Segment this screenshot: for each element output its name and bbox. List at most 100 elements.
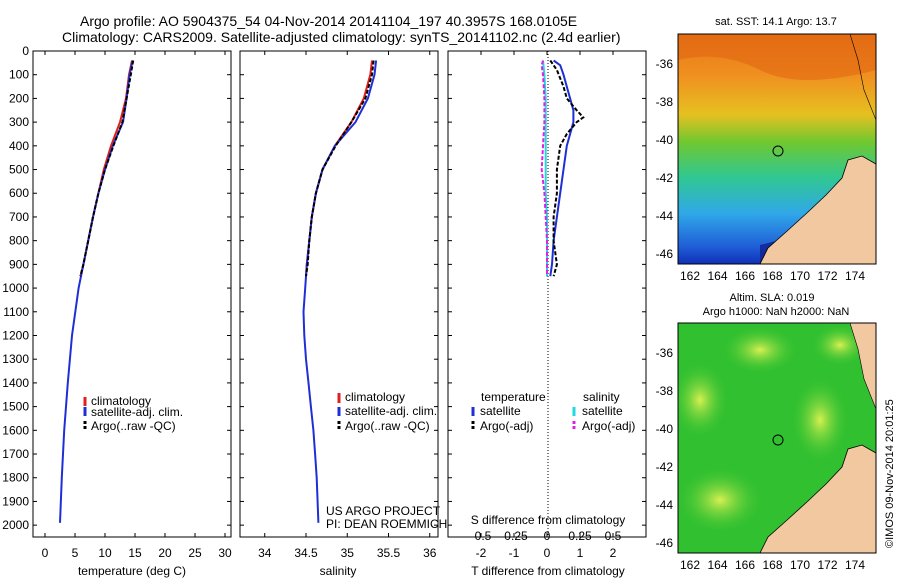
lon-tick-label: 168 (762, 558, 782, 572)
top-tick-label: 0 (544, 529, 551, 543)
lat-tick-label: -46 (656, 247, 674, 261)
legend-label-climatology: climatology (345, 390, 405, 404)
sst-map-title: sat. SST: 14.1 Argo: 13.7 (715, 16, 837, 28)
difference-panel: -2 -1 0 1 2 -0.5 -0.25 0 0.25 0.5 S difference f… (447, 50, 647, 578)
series-line-t-satellite (549, 59, 575, 277)
lat-tick-label: -42 (656, 460, 674, 474)
sst-lat-labels: -36 -38 -40 -42 -44 -46 (656, 57, 674, 261)
y-tick-label: 200 (9, 91, 29, 105)
y-tick-label: 1000 (2, 281, 29, 295)
difference-y-ticks (448, 50, 646, 526)
legend-label-s-argo: Argo(-adj) (582, 419, 635, 433)
argo-location-marker (772, 145, 784, 157)
y-tick-label: 1700 (2, 447, 29, 461)
project-annotation: US ARGO PROJECT (326, 504, 441, 518)
lat-tick-label: -44 (656, 209, 674, 223)
header-line1: Argo profile: AO 5904375_54 04-Nov-2014 … (80, 13, 577, 29)
x-tick-label: 10 (98, 546, 112, 560)
salinity-x-ticks: 34 34.5 35 35.5 36 (258, 51, 437, 560)
lat-tick-label: -38 (656, 95, 674, 109)
top-tick-label: -0.25 (500, 529, 528, 543)
x-tick-label: 2 (610, 546, 617, 560)
y-tick-label: 1200 (2, 328, 29, 342)
lat-tick-label: -42 (656, 171, 674, 185)
header-line2: Climatology: CARS2009. Satellite-adjuste… (62, 29, 620, 45)
sla-map-title2: Argo h1000: NaN h2000: NaN (703, 306, 850, 318)
south-island-land (759, 155, 876, 264)
pi-annotation: PI: DEAN ROEMMICH (326, 517, 447, 531)
lon-tick-label: 170 (790, 269, 810, 283)
y-tick-label: 600 (9, 186, 29, 200)
temperature-panel: 0100200300400500600700800900100011001200… (2, 44, 232, 578)
x-tick-label: 36 (423, 546, 437, 560)
y-tick-label: 1800 (2, 471, 29, 485)
difference-top-xlabel: S difference from climatology (471, 513, 626, 527)
y-tick-label: 1900 (2, 494, 29, 508)
lat-tick-label: -36 (656, 57, 674, 71)
legend-label-argo: Argo(..raw -QC) (91, 419, 176, 433)
difference-axes-box (447, 50, 647, 538)
lon-tick-label: 162 (680, 558, 700, 572)
salinity-xlabel: salinity (320, 564, 357, 578)
salinity-lines (302, 60, 378, 523)
x-tick-label: 30 (218, 546, 232, 560)
y-tick-label: 1300 (2, 352, 29, 366)
bathymetry-contour (849, 323, 876, 410)
y-tick-label: 800 (9, 234, 29, 248)
sla-lon-labels: 162 164 166 168 170 172 174 (680, 558, 865, 572)
legend-label-satellite: satellite-adj. clim. (345, 404, 437, 418)
sst-map-frame (677, 33, 877, 265)
difference-xlabel: T difference from climatology (471, 564, 625, 578)
legend-header-salinity: salinity (583, 390, 620, 404)
lat-tick-label: -40 (656, 422, 674, 436)
salinity-panel: 34 34.5 35 35.5 36 salinity climatology sate… (239, 50, 447, 578)
salinity-y-ticks (240, 50, 438, 526)
x-tick-label: 34 (258, 546, 272, 560)
legend-header-temperature: temperature (481, 390, 546, 404)
lon-tick-label: 166 (735, 269, 755, 283)
temperature-legend: climatology satellite-adj. clim. Argo(..… (83, 394, 183, 433)
y-tick-label: 1100 (3, 305, 29, 319)
lon-tick-label: 162 (680, 269, 700, 283)
legend-label-climatology: climatology (91, 394, 151, 408)
lon-tick-label: 174 (845, 269, 865, 283)
sst-lon-labels: 162 164 166 168 170 172 174 (680, 269, 865, 283)
sst-map (678, 34, 876, 264)
x-tick-label: 34.5 (294, 546, 318, 560)
sla-lat-labels: -36 -38 -40 -42 -44 -46 (656, 346, 674, 550)
temperature-x-ticks: 0 5 10 15 20 25 30 (42, 51, 232, 560)
y-tick-label: 300 (9, 115, 29, 129)
lon-tick-label: 166 (735, 558, 755, 572)
lat-tick-label: -40 (656, 133, 674, 147)
sla-blob (678, 360, 730, 440)
legend-label-t-satellite: satellite (480, 404, 521, 418)
legend-label-argo: Argo(..raw -QC) (345, 419, 430, 433)
sst-warm-patch (678, 34, 876, 80)
top-tick-label: 0.5 (605, 529, 622, 543)
legend-label-t-argo: Argo(-adj) (480, 419, 533, 433)
sla-map (678, 323, 876, 553)
difference-lines (540, 59, 585, 277)
x-tick-label: 0 (544, 546, 551, 560)
y-tick-label: 100 (9, 68, 29, 82)
y-tick-label: 700 (9, 210, 29, 224)
temperature-lines (59, 60, 135, 523)
lat-tick-label: -44 (656, 498, 674, 512)
series-line-t-argo-adj- (549, 59, 585, 277)
lon-tick-label: 172 (817, 558, 837, 572)
series-line-s-argo-adj- (540, 60, 548, 277)
x-tick-label: -1 (509, 546, 520, 560)
difference-legend: temperature salinity satellite Argo(-adj… (471, 390, 635, 433)
y-tick-label: 2000 (2, 518, 29, 532)
temperature-axes-box (32, 50, 232, 538)
sla-blob (720, 325, 800, 375)
x-tick-label: 35 (341, 546, 355, 560)
x-tick-label: 35.5 (377, 546, 401, 560)
sla-blob (790, 375, 850, 465)
legend-label-s-satellite: satellite (582, 404, 623, 418)
south-island-land (759, 444, 876, 553)
lat-tick-label: -46 (656, 536, 674, 550)
y-tick-label: 400 (9, 139, 29, 153)
lon-tick-label: 172 (817, 269, 837, 283)
